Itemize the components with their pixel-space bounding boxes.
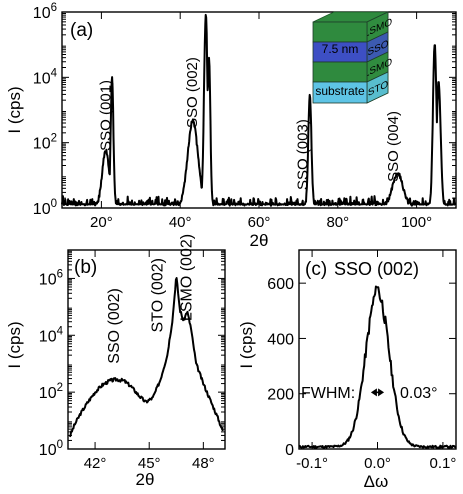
panel-a-trace	[61, 13, 457, 207]
peak-annotation: SSO (004)	[385, 111, 402, 182]
x-tick-label: 40°	[169, 214, 192, 231]
x-tick-label: 0.1°	[429, 455, 456, 472]
panel-a-annotations: SSO (001) SSO (002) SSO (003) SSO (004)	[97, 57, 402, 190]
stack-layer-front	[312, 21, 368, 43]
panel-a-label: (a)	[70, 20, 93, 41]
x-tick-label: 48°	[192, 455, 215, 472]
fwhm-value: 0.03°	[400, 385, 438, 402]
peak-annotation: LSMO (002)	[178, 234, 195, 321]
panel-b-trace	[68, 277, 224, 438]
panel-b-xlabel: 2θ	[136, 470, 155, 489]
y-tick-label: 600	[267, 276, 294, 293]
peak-annotation: SSO (001)	[97, 80, 114, 151]
panel-b-plot-area	[67, 249, 226, 450]
fwhm-marker	[370, 388, 385, 397]
x-tick-label: 42°	[84, 455, 107, 472]
panel-c-trace	[298, 285, 457, 449]
panel-a-ticks: 20° 40° 60° 80° 100° 100 102 104 106	[33, 2, 456, 231]
panel-b-annotations: SSO (002) STO (002) LSMO (002)	[106, 234, 195, 364]
panel-a-xlabel: 2θ	[250, 231, 269, 250]
panel-b: 42° 45° 48° 100 102 104 106 SSO (002) STO (002)…	[5, 234, 226, 489]
fwhm-arrow-right	[378, 388, 385, 397]
panel-b-line	[68, 277, 224, 438]
panel-c-line	[298, 285, 457, 449]
x-tick-label: 100°	[401, 214, 432, 231]
peak-annotation: SSO (002)	[106, 288, 123, 364]
y-tick-label: 100	[33, 198, 57, 218]
y-tick-label: 102	[39, 382, 63, 402]
x-tick-label: -0.1°	[296, 455, 328, 472]
y-tick-label: 200	[267, 387, 294, 404]
stack-front-layers	[312, 21, 368, 104]
panel-c-title: SSO (002)	[334, 259, 419, 279]
y-tick-label: 104	[39, 325, 64, 345]
panel-c-label: (c)	[305, 259, 327, 280]
x-tick-label: 0.0°	[364, 455, 391, 472]
panel-c-xlabel: Δω	[364, 472, 389, 491]
x-tick-label: 60°	[248, 214, 271, 231]
x-tick-label: 45°	[138, 455, 161, 472]
y-tick-label: 0	[285, 442, 294, 459]
panel-b-ylabel: I (cps)	[5, 321, 24, 368]
panel-b-label: (b)	[74, 257, 97, 278]
fwhm-label: FWHM:	[301, 385, 355, 402]
panel-c-ticks: -0.1° 0.0° 0.1° 0 200 400 600	[267, 250, 456, 472]
panel-a-line	[61, 13, 457, 207]
peak-annotation: STO (002)	[149, 258, 166, 332]
panel-c-ylabel: I (cps)	[237, 321, 256, 368]
panel-c: -0.1° 0.0° 0.1° 0 200 400 600 (c) SSO (002) I …	[237, 249, 457, 491]
y-tick-label: 100	[39, 439, 63, 459]
x-tick-label: 20°	[90, 214, 113, 231]
stack-layer-front	[312, 81, 368, 104]
y-tick-label: 102	[33, 133, 57, 153]
stack-thickness-label: 7.5 nm	[322, 42, 359, 56]
peak-annotation: SSO (003)	[294, 119, 311, 190]
x-tick-label: 80°	[326, 214, 349, 231]
y-tick-label: 106	[39, 268, 63, 288]
y-tick-label: 106	[33, 2, 57, 22]
panel-b-ticks: 42° 45° 48° 100 102 104 106	[39, 250, 225, 472]
stack-substrate-label: substrate	[315, 84, 365, 98]
y-tick-label: 104	[33, 67, 58, 87]
peak-annotation: SSO (002)	[184, 57, 201, 128]
stack-layer-front	[312, 61, 368, 83]
y-tick-label: 400	[267, 331, 294, 348]
fwhm-arrow-left	[370, 388, 377, 397]
panel-a-ylabel: I (cps)	[5, 86, 24, 133]
